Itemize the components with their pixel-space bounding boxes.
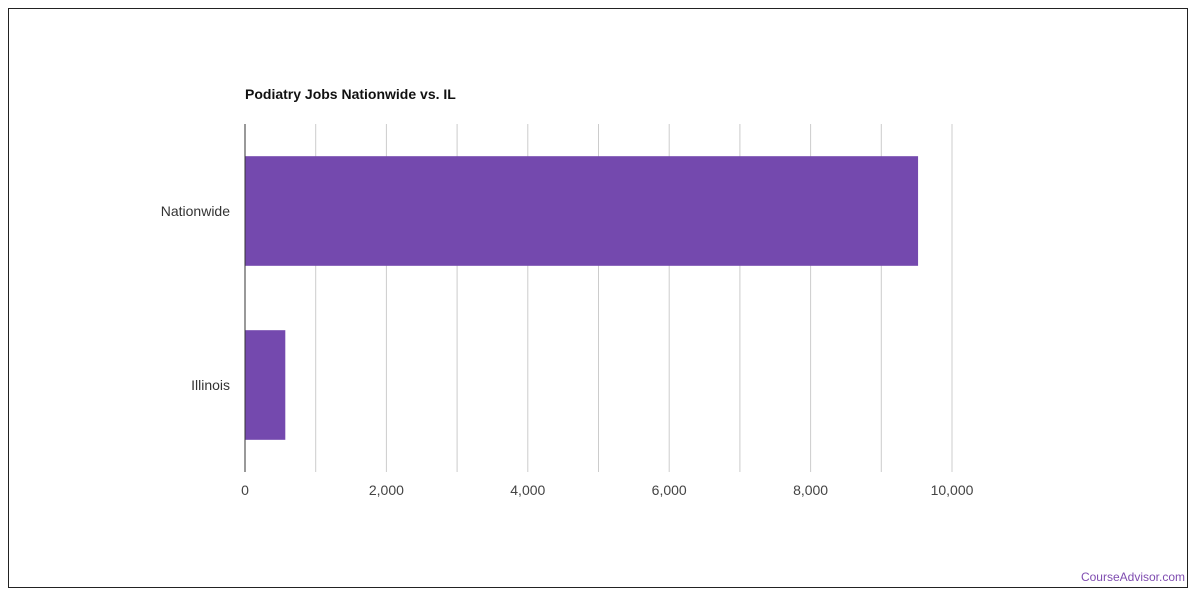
x-tick-label: 4,000	[510, 482, 545, 498]
chart-title: Podiatry Jobs Nationwide vs. IL	[245, 86, 456, 102]
x-tick-label: 10,000	[931, 482, 974, 498]
x-tick-label: 0	[241, 482, 249, 498]
category-label: Illinois	[191, 377, 230, 393]
x-tick-label: 2,000	[369, 482, 404, 498]
bar-nationwide	[245, 156, 919, 266]
x-tick-label: 6,000	[652, 482, 687, 498]
bar-illinois	[245, 330, 286, 440]
source-credit-link[interactable]: CourseAdvisor.com	[1080, 570, 1185, 584]
x-tick-label: 8,000	[793, 482, 828, 498]
category-label: Nationwide	[161, 203, 230, 219]
